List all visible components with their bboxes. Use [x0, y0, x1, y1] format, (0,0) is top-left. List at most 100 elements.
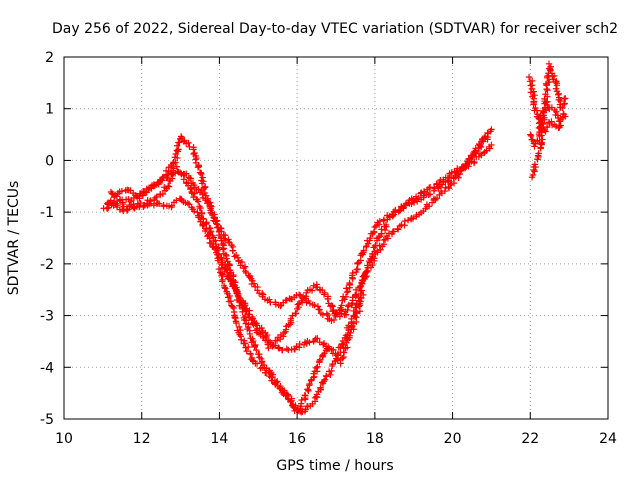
data-point	[375, 234, 382, 241]
data-point	[137, 199, 144, 207]
data-point	[185, 139, 192, 147]
data-point	[344, 303, 352, 310]
x-tick-label: 24	[599, 431, 617, 447]
data-point	[482, 133, 489, 140]
data-point	[218, 237, 225, 244]
data-point	[535, 150, 542, 157]
data-point	[420, 192, 428, 199]
data-point	[308, 287, 316, 294]
data-point	[327, 371, 334, 379]
data-point	[562, 95, 569, 102]
data-point	[196, 204, 204, 212]
data-point	[362, 243, 370, 251]
data-point	[202, 227, 209, 235]
x-tick-label: 12	[133, 431, 151, 447]
data-point	[279, 346, 286, 354]
data-point	[370, 228, 378, 235]
y-tick-label: -2	[40, 257, 54, 273]
data-point	[173, 197, 180, 204]
data-point	[414, 198, 421, 205]
data-point	[201, 184, 209, 191]
data-point	[343, 288, 351, 296]
data-point	[531, 107, 538, 114]
data-point	[328, 367, 335, 375]
y-tick-label: 2	[45, 50, 54, 66]
data-point	[352, 304, 359, 311]
series-track-f	[525, 60, 569, 133]
data-point	[194, 164, 202, 171]
data-point	[356, 308, 364, 315]
data-point	[215, 265, 223, 273]
data-point	[313, 391, 321, 398]
series-track-c	[104, 133, 491, 352]
data-point	[338, 302, 345, 309]
data-point	[325, 343, 332, 350]
data-point	[481, 134, 488, 141]
data-point	[240, 340, 247, 347]
data-point	[221, 284, 228, 291]
data-point	[259, 333, 267, 340]
data-point	[220, 245, 228, 252]
data-point	[173, 142, 181, 149]
data-point	[314, 303, 322, 310]
data-point	[313, 364, 320, 372]
data-point	[342, 311, 350, 318]
data-point	[190, 208, 198, 215]
y-tick-label: -3	[40, 309, 54, 325]
data-point	[198, 177, 205, 184]
data-point	[194, 209, 201, 216]
data-point	[353, 300, 360, 307]
data-point	[198, 210, 205, 218]
chart-title: Day 256 of 2022, Sidereal Day-to-day VTE…	[52, 21, 618, 37]
data-point	[397, 206, 404, 214]
y-tick-label: -4	[40, 360, 54, 376]
data-point	[238, 258, 246, 266]
data-point	[394, 226, 402, 233]
data-point	[296, 340, 303, 348]
data-point	[294, 301, 301, 308]
data-point	[265, 344, 272, 352]
data-point	[295, 291, 303, 298]
data-point	[330, 316, 338, 324]
data-point	[235, 323, 243, 331]
data-point	[378, 226, 385, 233]
data-point	[276, 335, 284, 343]
data-point	[527, 131, 534, 138]
data-point	[272, 381, 279, 388]
data-point	[291, 346, 299, 353]
data-point	[196, 214, 203, 221]
data-point	[534, 137, 541, 144]
data-point	[283, 345, 291, 353]
data-point	[225, 298, 233, 305]
data-point	[113, 197, 121, 205]
data-point	[195, 163, 202, 170]
data-point	[304, 386, 312, 393]
data-point	[262, 369, 270, 376]
data-point	[344, 306, 351, 314]
data-point	[195, 198, 202, 205]
plot-frame	[63, 56, 609, 420]
data-point	[530, 101, 537, 108]
data-point	[301, 408, 309, 415]
data-point	[260, 364, 268, 372]
data-point	[169, 175, 176, 182]
data-point	[306, 339, 313, 346]
data-point	[306, 380, 313, 388]
data-point	[352, 291, 359, 299]
data-point	[201, 189, 209, 197]
series-track-e	[215, 265, 332, 415]
data-point	[339, 337, 347, 345]
data-point	[156, 191, 164, 199]
data-point	[200, 185, 208, 193]
data-point	[231, 315, 239, 322]
data-point	[302, 392, 309, 399]
data-point	[339, 355, 346, 362]
data-point	[353, 309, 360, 316]
data-point	[223, 255, 230, 262]
data-point	[349, 269, 356, 277]
data-point	[527, 132, 535, 140]
data-point	[175, 139, 182, 146]
data-point	[280, 333, 287, 340]
data-point	[289, 402, 296, 409]
